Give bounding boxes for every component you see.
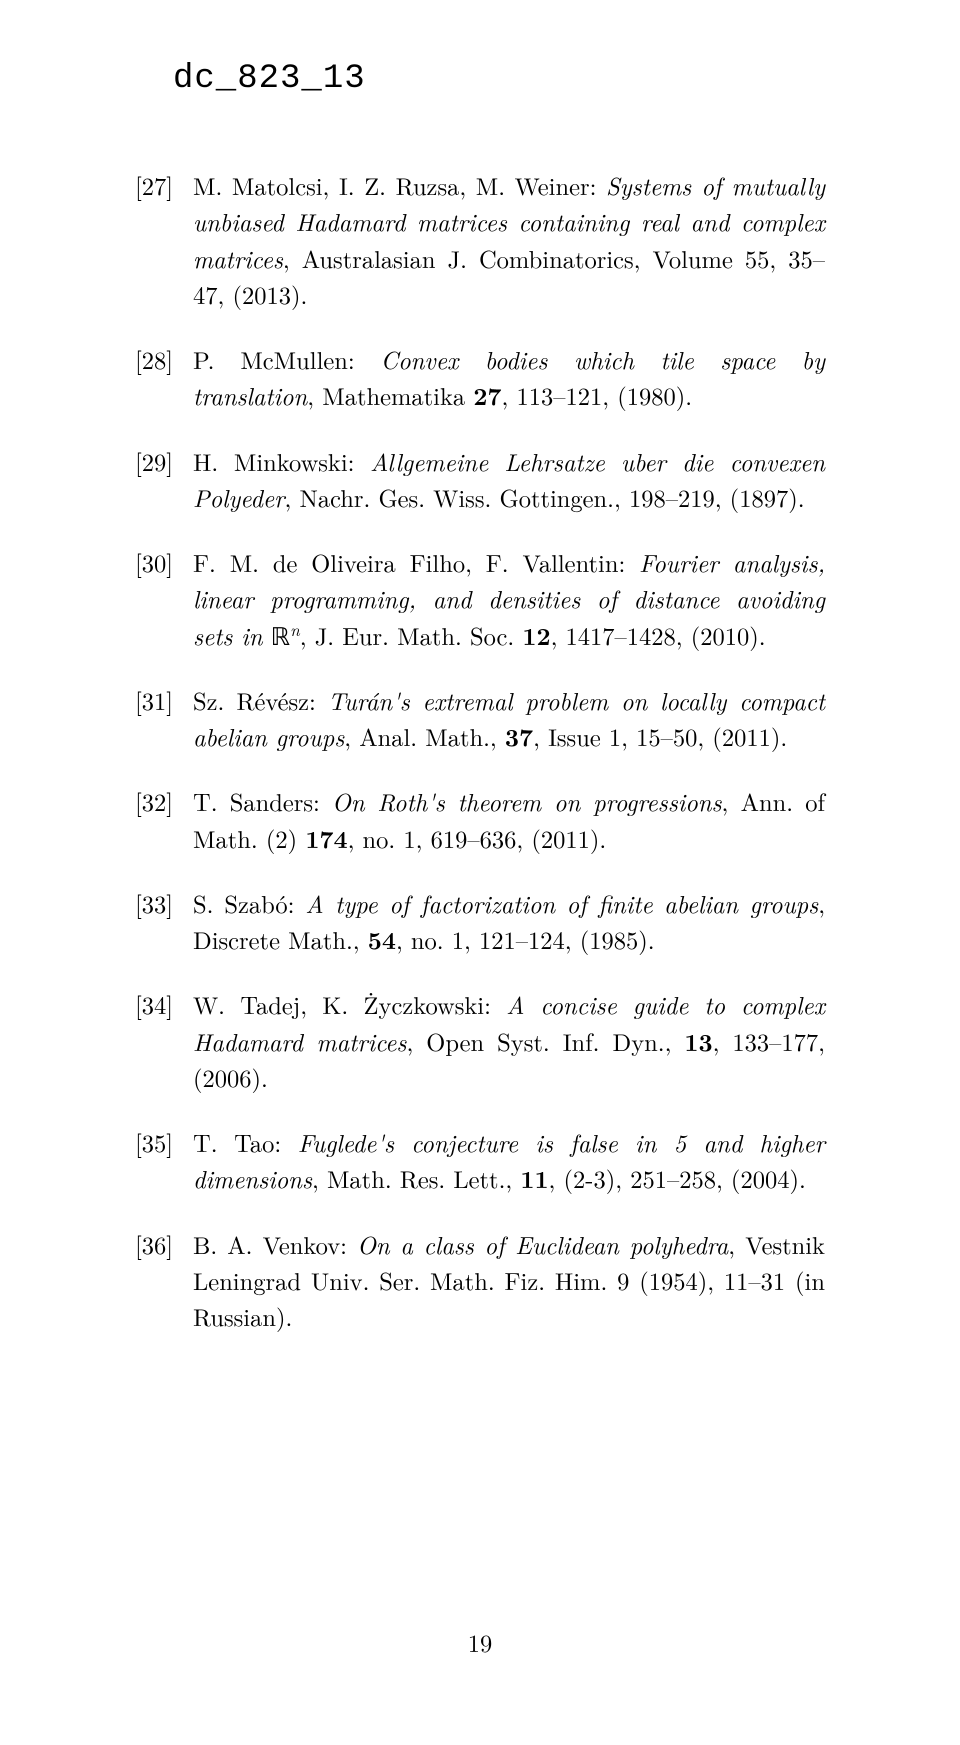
reference-item: [27] M. Matolcsi, I. Z. Ruzsa, M. Weiner… — [135, 168, 825, 313]
reference-item: [32] T. Sanders: On Roth's theorem on pr… — [135, 784, 825, 857]
reference-number: [36] — [135, 1227, 193, 1336]
reference-body: B. A. Venkov: On a class of Euclidean po… — [193, 1227, 825, 1336]
reference-item: [36] B. A. Venkov: On a class of Euclide… — [135, 1227, 825, 1336]
reference-body: T. Tao: Fuglede's conjecture is false in… — [193, 1125, 825, 1198]
reference-body: W. Tadej, K. Życzkowski: A concise guide… — [193, 987, 825, 1096]
reference-number: [32] — [135, 784, 193, 857]
reference-number: [31] — [135, 683, 193, 756]
reference-number: [29] — [135, 444, 193, 517]
reference-number: [35] — [135, 1125, 193, 1198]
reference-item: [34] W. Tadej, K. Życzkowski: A concise … — [135, 987, 825, 1096]
reference-body: M. Matolcsi, I. Z. Ruzsa, M. Weiner: Sys… — [193, 168, 825, 313]
reference-body: P. McMullen: Convex bodies which tile sp… — [193, 342, 825, 415]
header-code: dc_823_13 — [135, 60, 825, 98]
reference-item: [31] Sz. Révész: Turán's extremal proble… — [135, 683, 825, 756]
reference-body: H. Minkowski: Allgemeine Lehrsatze uber … — [193, 444, 825, 517]
reference-number: [27] — [135, 168, 193, 313]
reference-item: [35] T. Tao: Fuglede's conjecture is fal… — [135, 1125, 825, 1198]
reference-item: [28] P. McMullen: Convex bodies which ti… — [135, 342, 825, 415]
reference-item: [30] F. M. de Oliveira Filho, F. Vallent… — [135, 545, 825, 654]
page-number: 19 — [0, 1625, 960, 1660]
reference-number: [33] — [135, 886, 193, 959]
reference-number: [34] — [135, 987, 193, 1096]
reference-number: [28] — [135, 342, 193, 415]
reference-body: Sz. Révész: Turán's extremal problem on … — [193, 683, 825, 756]
reference-item: [29] H. Minkowski: Allgemeine Lehrsatze … — [135, 444, 825, 517]
page: dc_823_13 [27] M. Matolcsi, I. Z. Ruzsa,… — [0, 0, 960, 1745]
reference-item: [33] S. Szabó: A type of factorization o… — [135, 886, 825, 959]
reference-body: T. Sanders: On Roth's theorem on progres… — [193, 784, 825, 857]
reference-list: [27] M. Matolcsi, I. Z. Ruzsa, M. Weiner… — [135, 168, 825, 1335]
reference-body: F. M. de Oliveira Filho, F. Vallentin: F… — [193, 545, 825, 654]
reference-number: [30] — [135, 545, 193, 654]
reference-body: S. Szabó: A type of factorization of fin… — [193, 886, 825, 959]
